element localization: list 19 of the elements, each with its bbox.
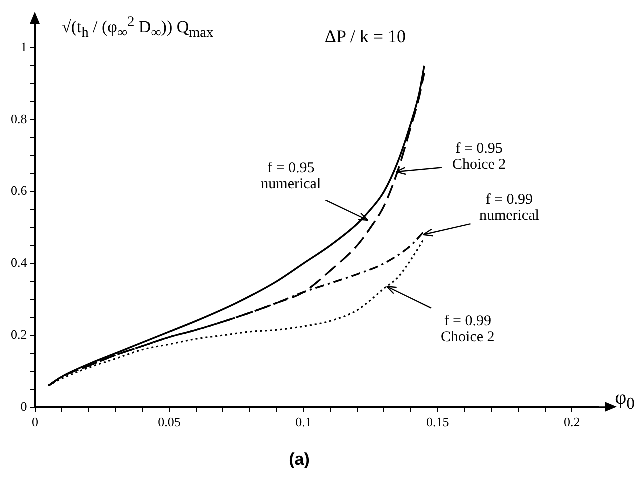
x-tick-label: 0.2 bbox=[564, 414, 580, 430]
x-axis-title: φ$_{0}$ bbox=[615, 387, 635, 414]
x-tick-label: 0.05 bbox=[158, 414, 181, 430]
y-tick-label: 1 bbox=[20, 39, 28, 54]
y-tick-label: 0 bbox=[20, 398, 28, 414]
text: √(t$_{h}$ / (φ$_{∞}$$^{2}$ D$_{∞}$)) Q$_{max}$ bbox=[62, 14, 214, 42]
y-tick-label: 0.8 bbox=[11, 111, 28, 126]
chart-title: ΔP / k = 10 bbox=[324, 26, 406, 47]
y-tick-label: 0.2 bbox=[11, 326, 28, 342]
x-tick-label: 0.15 bbox=[426, 414, 450, 430]
y-tick-label: 0.4 bbox=[11, 255, 28, 270]
x-tick-label: 0.1 bbox=[296, 414, 312, 430]
annotation: f = 0.95 numerical bbox=[261, 160, 322, 192]
annotation: f = 0.99 Choice 2 bbox=[441, 314, 495, 346]
text: (a) bbox=[288, 450, 311, 470]
y-tick-label: 0.6 bbox=[11, 183, 28, 198]
annotation: f = 0.95 Choice 2 bbox=[452, 140, 506, 173]
x-tick-label: 0 bbox=[32, 414, 38, 430]
annotation: f = 0.99 numerical bbox=[479, 192, 540, 224]
